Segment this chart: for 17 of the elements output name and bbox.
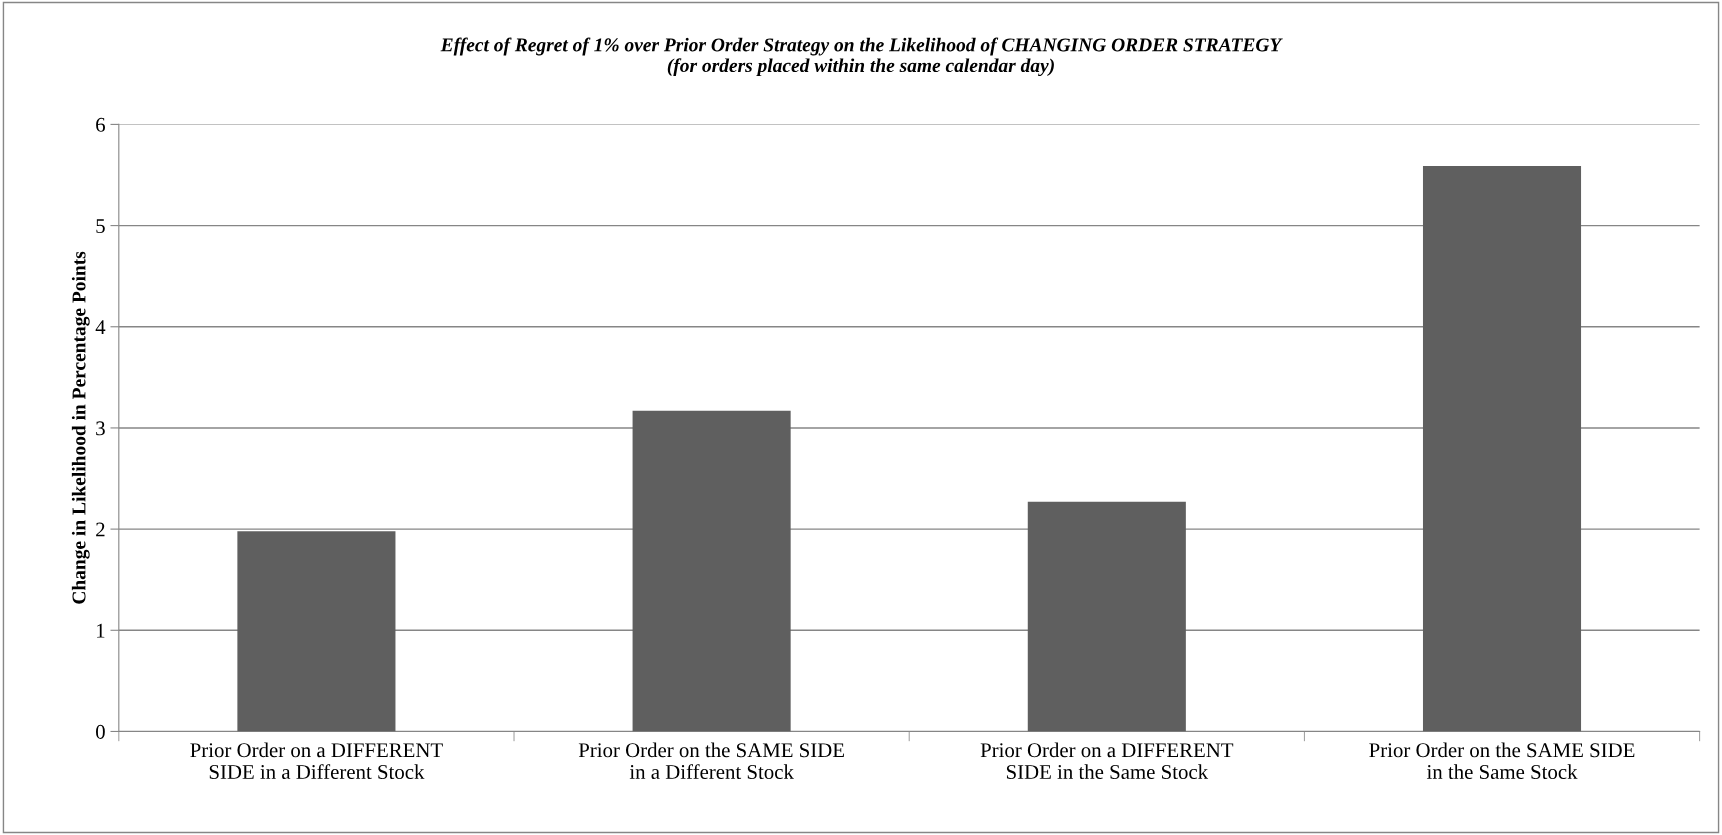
- x-tick-label: Prior Order on the SAME SIDE in a Different Stock: [578, 742, 844, 780]
- x-tick-label: Prior Order on the SAME SIDE in the Same Stock: [1369, 742, 1635, 780]
- bar: [237, 531, 396, 732]
- y-tick-label: 2: [96, 522, 105, 537]
- bar: [1422, 165, 1582, 732]
- y-tick-label: 5: [96, 219, 105, 234]
- y-tick-label: 6: [96, 117, 105, 132]
- bar: [1027, 501, 1186, 732]
- y-tick-label: 1: [97, 623, 105, 638]
- y-tick-label: 3: [96, 421, 105, 436]
- y-tick-label: 4: [95, 320, 106, 334]
- y-axis-title: Change in Likelihood in Percentage Points: [71, 251, 90, 604]
- x-tick-label: Prior Order on a DIFFERENT SIDE in the Same Stock: [980, 742, 1234, 780]
- bar: [632, 410, 791, 732]
- x-tick-label: Prior Order on a DIFFERENT SIDE in a Different Stock: [190, 742, 443, 780]
- chart-title: Effect of Regret of 1% over Prior Order Strategy on the Likelihood of CHANGING ORDER STRATEGY (for orders placed within the same calendar day): [440, 37, 1283, 77]
- y-tick-label: 0: [96, 724, 105, 739]
